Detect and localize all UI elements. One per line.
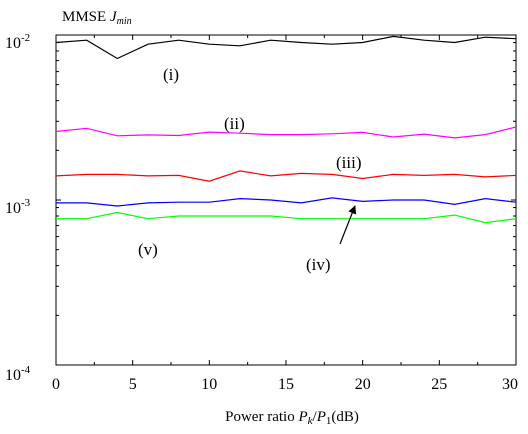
x-tick-label-15: 15 — [278, 376, 294, 393]
series-line-1 — [55, 35, 517, 60]
plot-area-frame — [55, 34, 517, 366]
annotation-i: (i) — [163, 65, 179, 84]
annotation-ii: (ii) — [224, 114, 245, 133]
x-tick-label-30: 30 — [502, 376, 518, 393]
x-tick-label-25: 25 — [431, 376, 447, 393]
x-tick-label-10: 10 — [201, 376, 217, 393]
y-tick-label-1e-2: 10-2 — [5, 32, 30, 52]
x-tick-label-0: 0 — [52, 376, 60, 393]
series-lines — [55, 35, 517, 224]
y-axis-label: MMSE Jmin — [62, 9, 132, 27]
x-tick-label-20: 20 — [355, 376, 371, 393]
series-line-2 — [55, 126, 517, 139]
axis-ticks — [55, 34, 517, 366]
y-tick-label-1e-4: 10-4 — [5, 364, 31, 384]
series-line-4 — [56, 197, 517, 207]
x-axis-label: Power ratio Pk/P1(dB) — [225, 409, 359, 427]
series-line-3 — [55, 170, 517, 182]
annotation-iv: (iv) — [306, 255, 331, 274]
annotation-iv-arrow — [339, 205, 357, 245]
y-tick-label-1e-3: 10-3 — [5, 197, 31, 217]
annotation-v: (v) — [138, 240, 158, 259]
series-line-5 — [56, 211, 517, 224]
annotation-iii: (iii) — [336, 153, 362, 172]
x-tick-label-5: 5 — [129, 376, 137, 393]
